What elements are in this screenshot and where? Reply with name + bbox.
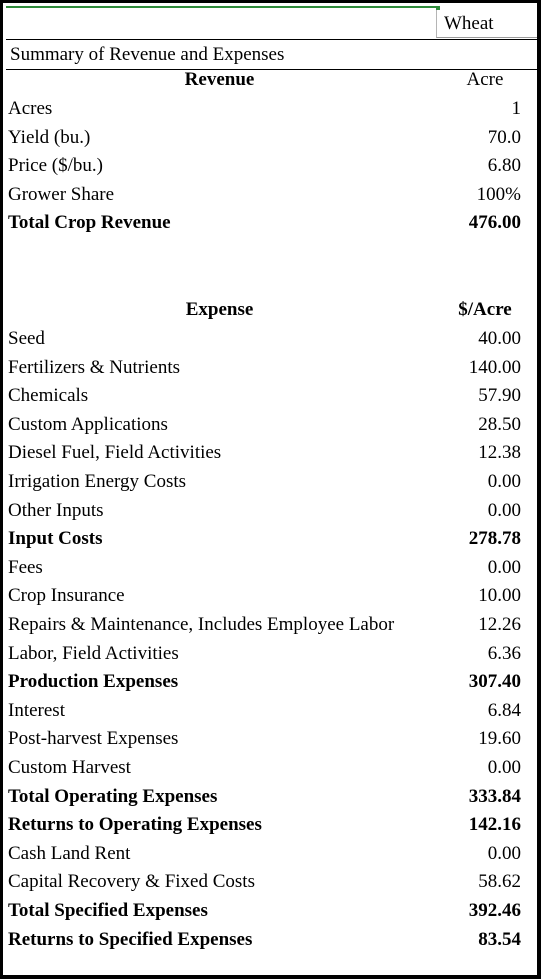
- revenue-row: Grower Share 100%: [3, 181, 534, 209]
- revenue-row-value: 1: [511, 98, 522, 119]
- expense-row: Returns to Operating Expenses 142.16: [3, 811, 534, 839]
- expense-row-label: Cash Land Rent: [8, 842, 131, 864]
- expense-row-label: Chemicals: [8, 385, 89, 407]
- revenue-row-label: Acres: [8, 98, 53, 119]
- expense-row: Returns to Specified Expenses 83.54: [3, 926, 534, 954]
- expense-row: Custom Applications 28.50: [3, 411, 534, 439]
- expense-row-label: Crop Insurance: [8, 585, 125, 607]
- total-crop-revenue-label: Total Crop Revenue: [8, 212, 171, 234]
- revenue-row: Acres 1: [3, 95, 534, 123]
- expense-row-label: Custom Harvest: [8, 757, 131, 778]
- expense-row: Cash Land Rent 0.00: [3, 840, 534, 868]
- expense-row-value: 12.26: [478, 614, 521, 635]
- expense-row: Interest 6.84: [3, 697, 534, 725]
- expense-row-label: Post-harvest Expenses: [8, 728, 179, 750]
- expense-row-label: Seed: [8, 328, 45, 349]
- expense-row-label: Returns to Operating Expenses: [8, 814, 262, 836]
- expense-row-value: 83.54: [478, 928, 521, 950]
- expense-header-label: Expense: [185, 299, 254, 320]
- expense-row-value: 0.00: [487, 499, 521, 521]
- expense-row-value: 142.16: [468, 814, 521, 836]
- expense-row: Production Expenses 307.40: [3, 668, 534, 696]
- expense-row-label: Interest: [8, 699, 65, 721]
- expense-row-value: 28.50: [478, 413, 521, 435]
- revenue-header-label: Revenue: [184, 69, 255, 90]
- expense-row: Post-harvest Expenses 19.60: [3, 725, 534, 753]
- expense-row: Labor, Field Activities 6.36: [3, 640, 534, 668]
- expense-row-value: 0.00: [487, 842, 521, 864]
- expense-row-value: 6.84: [487, 699, 521, 721]
- expense-header: Expense $/Acre: [3, 296, 534, 324]
- expense-row-label: Production Expenses: [8, 671, 179, 693]
- expense-row: Total Specified Expenses 392.46: [3, 897, 534, 925]
- revenue-header-value: Acre: [466, 69, 504, 90]
- expense-row-label: Irrigation Energy Costs: [8, 471, 187, 492]
- expense-row-value: 19.60: [478, 728, 521, 750]
- revenue-row-value: 6.80: [487, 155, 521, 177]
- expense-row-value: 10.00: [478, 585, 521, 607]
- summary-title: Summary of Revenue and Expenses: [6, 39, 537, 70]
- expense-row-label: Fees: [8, 556, 43, 578]
- expense-row-label: Input Costs: [8, 528, 103, 550]
- expense-row-label: Total Specified Expenses: [8, 900, 208, 921]
- revenue-row-value: 70.0: [487, 126, 521, 148]
- crop-column-header: Wheat: [436, 10, 537, 38]
- expense-row: Irrigation Energy Costs 0.00: [3, 468, 534, 496]
- expense-row-value: 6.36: [487, 642, 521, 664]
- selected-cell-border: [6, 6, 440, 11]
- expense-header-value: $/Acre: [458, 299, 512, 320]
- expense-row-label: Returns to Specified Expenses: [8, 928, 253, 950]
- revenue-row-label: Yield (bu.): [8, 126, 91, 148]
- expense-row-value: 307.40: [468, 671, 521, 693]
- expense-row: Chemicals 57.90: [3, 382, 534, 410]
- expense-row: Other Inputs 0.00: [3, 497, 534, 525]
- expense-row: Crop Insurance 10.00: [3, 582, 534, 610]
- expense-row: Fertilizers & Nutrients 140.00: [3, 354, 534, 382]
- revenue-row-value: 100%: [476, 183, 521, 205]
- expense-row: Custom Harvest 0.00: [3, 754, 534, 782]
- expense-row: Total Operating Expenses 333.84: [3, 783, 534, 811]
- expense-row: Diesel Fuel, Field Activities 12.38: [3, 439, 534, 467]
- expense-row-value: 0.00: [487, 556, 521, 578]
- total-crop-revenue: Total Crop Revenue 476.00: [3, 209, 534, 237]
- expense-row-label: Capital Recovery & Fixed Costs: [8, 871, 255, 893]
- expense-row-value: 278.78: [468, 528, 521, 550]
- expense-row-value: 392.46: [468, 900, 521, 921]
- expense-row: Fees 0.00: [3, 554, 534, 582]
- revenue-header: Revenue Acre: [3, 66, 534, 94]
- revenue-row-label: Grower Share: [8, 183, 115, 205]
- expense-row-value: 0.00: [487, 471, 521, 492]
- expense-row-value: 12.38: [478, 442, 521, 464]
- expense-row-value: 333.84: [468, 785, 521, 807]
- expense-row-value: 57.90: [478, 385, 521, 407]
- expense-row-label: Diesel Fuel, Field Activities: [8, 442, 222, 464]
- expense-row-label: Other Inputs: [8, 499, 104, 521]
- expense-row-label: Fertilizers & Nutrients: [8, 356, 181, 378]
- expense-row: Capital Recovery & Fixed Costs 58.62: [3, 868, 534, 896]
- total-crop-revenue-value: 476.00: [468, 212, 521, 234]
- expense-row: Repairs & Maintenance, Includes Employee…: [3, 611, 534, 639]
- revenue-row: Price ($/bu.) 6.80: [3, 152, 534, 180]
- revenue-row-label: Price ($/bu.): [8, 155, 103, 177]
- expense-row-value: 58.62: [478, 871, 521, 893]
- expense-row-label: Labor, Field Activities: [8, 642, 179, 664]
- expense-row-label: Repairs & Maintenance, Includes Employee…: [8, 614, 395, 635]
- expense-row-label: Custom Applications: [8, 413, 168, 435]
- revenue-row: Yield (bu.) 70.0: [3, 124, 534, 152]
- expense-row-label: Total Operating Expenses: [8, 785, 218, 807]
- expense-row-value: 40.00: [478, 328, 521, 349]
- expense-row-value: 140.00: [468, 356, 521, 378]
- expense-row: Seed 40.00: [3, 325, 534, 353]
- expense-row-value: 0.00: [487, 757, 521, 778]
- expense-row: Input Costs 278.78: [3, 525, 534, 553]
